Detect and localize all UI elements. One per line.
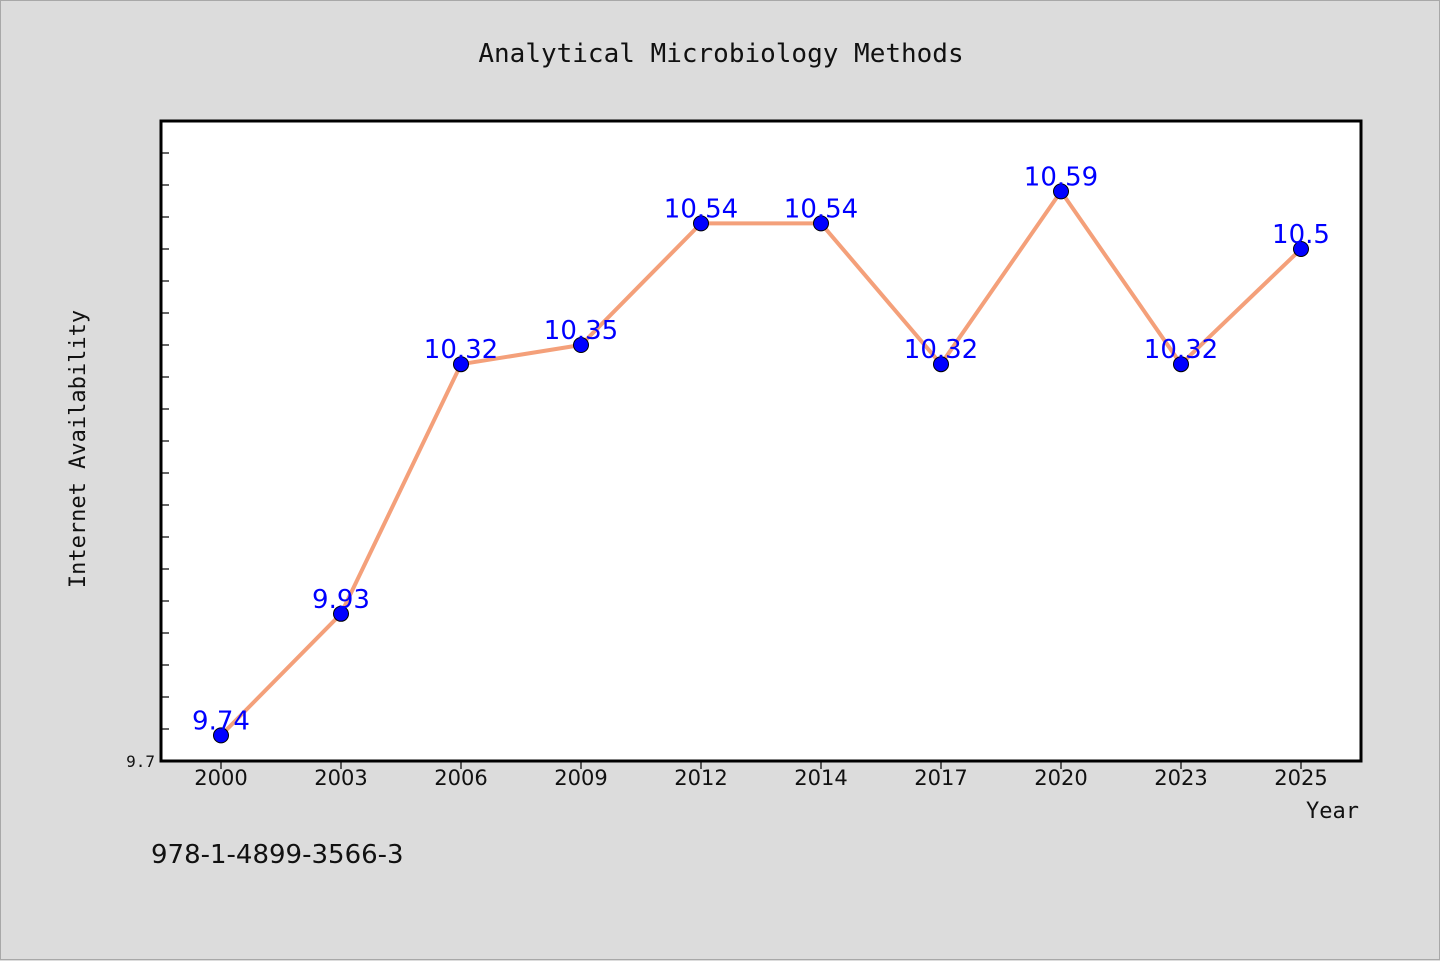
x-axis-tick-labels: 2000 2003 2006 2009 2012 2014 2017 2020 2023 2025 bbox=[194, 766, 1327, 790]
series-lines bbox=[219, 189, 1303, 737]
chart-title: Analytical Microbiology Methods bbox=[478, 39, 963, 69]
x-tick-label: 2020 bbox=[1034, 766, 1087, 790]
data-label: 10.54 bbox=[664, 194, 738, 224]
isbn-label: 978-1-4899-3566-3 bbox=[151, 840, 404, 870]
x-tick-label: 2017 bbox=[914, 766, 967, 790]
data-point bbox=[1173, 356, 1189, 373]
x-axis-label: Year bbox=[1306, 799, 1359, 824]
x-tick-label: 2003 bbox=[314, 766, 367, 790]
x-tick-label: 2006 bbox=[434, 766, 487, 790]
data-point bbox=[693, 215, 709, 232]
x-axis-ticks bbox=[220, 761, 1302, 769]
data-label: 10.59 bbox=[1024, 162, 1098, 192]
x-tick-label: 2012 bbox=[674, 766, 727, 790]
data-point bbox=[573, 337, 589, 353]
x-tick-label: 2014 bbox=[794, 766, 847, 790]
data-point bbox=[933, 356, 949, 373]
series-line bbox=[219, 189, 1303, 737]
data-label: 10.32 bbox=[904, 335, 978, 365]
x-tick-label: 2025 bbox=[1274, 766, 1327, 790]
data-point bbox=[453, 356, 469, 373]
data-label: 10.5 bbox=[1272, 220, 1330, 250]
data-point bbox=[813, 215, 829, 232]
series-data-labels: 9.74 9.93 10.32 10.35 10.54 10.54 10.32 10.59 10… bbox=[192, 162, 1330, 736]
series-markers bbox=[213, 183, 1309, 744]
y-axis-tick-labels: 9.7 bbox=[126, 752, 155, 771]
x-tick-label: 2023 bbox=[1154, 766, 1207, 790]
data-label: 10.54 bbox=[784, 194, 858, 224]
x-tick-label: 2009 bbox=[554, 766, 607, 790]
y-axis-ticks bbox=[161, 152, 169, 730]
y-axis-label: Internet Availability bbox=[66, 310, 91, 588]
plot-area bbox=[159, 119, 1363, 763]
data-point bbox=[1293, 241, 1309, 257]
y-tick-label: 9.7 bbox=[126, 752, 155, 771]
data-label: 10.32 bbox=[424, 335, 498, 365]
data-label: 10.35 bbox=[544, 316, 618, 346]
data-point bbox=[213, 727, 229, 744]
data-label: 10.32 bbox=[1144, 335, 1218, 365]
data-point bbox=[1053, 183, 1069, 200]
data-point bbox=[333, 605, 349, 622]
data-label: 9.74 bbox=[192, 706, 250, 736]
data-label: 9.93 bbox=[312, 585, 370, 615]
x-tick-label: 2000 bbox=[194, 766, 247, 790]
